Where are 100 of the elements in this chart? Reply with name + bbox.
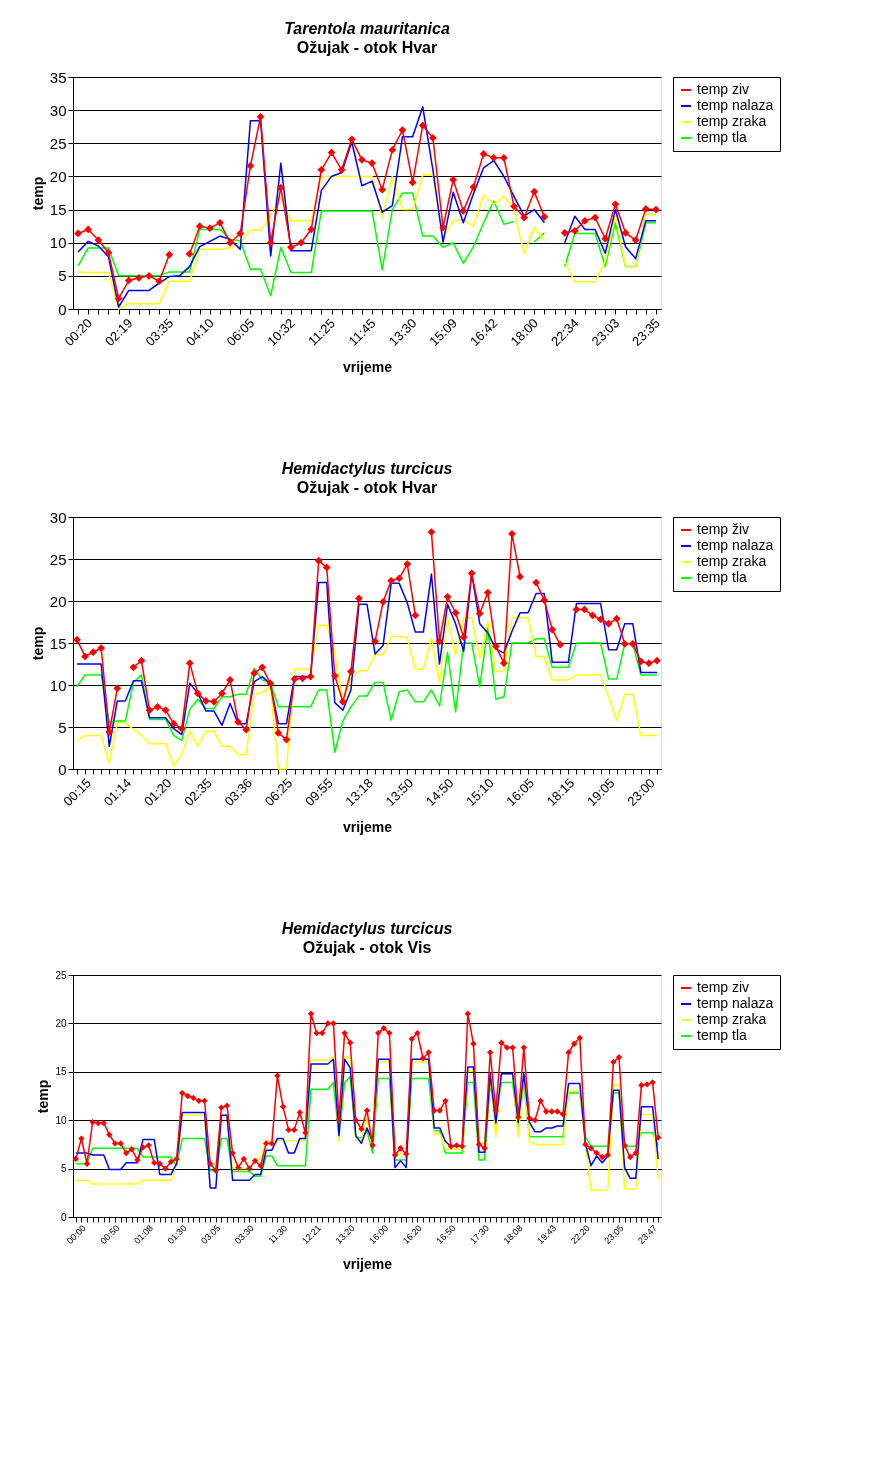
legend-label: temp tla <box>697 1027 748 1043</box>
chart-title: Hemidactylus turcicus <box>281 460 453 477</box>
y-tick-label: 25 <box>49 550 67 568</box>
point <box>398 126 407 134</box>
y-tick-label: 25 <box>49 134 67 152</box>
point <box>560 228 569 237</box>
point <box>601 234 610 243</box>
y-tick-label: 35 <box>49 68 67 86</box>
point <box>297 238 305 247</box>
y-tick-label: 30 <box>49 101 67 119</box>
x-axis-title: vrijeme <box>342 358 393 375</box>
point <box>388 146 397 154</box>
point <box>145 271 153 280</box>
point <box>641 205 650 213</box>
point <box>439 223 447 232</box>
legend-label: temp nalaza <box>697 537 774 553</box>
line-series <box>76 627 658 753</box>
point <box>276 183 285 192</box>
x-axis-title: vrijeme <box>342 1256 393 1272</box>
point <box>216 218 224 227</box>
chart-subtitle: Ožujak - otok Hvar <box>296 479 438 496</box>
point <box>621 228 630 237</box>
y-tick-label: 10 <box>49 676 67 694</box>
point <box>114 294 123 303</box>
point <box>479 150 488 158</box>
point <box>459 207 468 215</box>
point <box>510 202 518 211</box>
point <box>124 276 133 285</box>
y-tick-label: 10 <box>55 1114 67 1126</box>
point <box>347 135 356 144</box>
y-tick-label: 30 <box>49 508 67 526</box>
legend-label: temp zraka <box>697 113 767 129</box>
y-tick-label: 5 <box>58 267 67 285</box>
point <box>266 238 275 247</box>
point <box>195 222 204 231</box>
point <box>449 175 458 184</box>
point <box>469 183 478 191</box>
legend-label: temp zraka <box>697 553 767 569</box>
legend-label: temp tla <box>697 129 748 145</box>
chart-title: Hemidactylus turcicus <box>281 920 453 937</box>
point <box>337 165 346 174</box>
y-tick-label: 0 <box>58 300 67 318</box>
point <box>611 200 620 209</box>
point <box>418 121 427 130</box>
point <box>307 225 316 234</box>
point <box>94 236 103 244</box>
y-tick-label: 5 <box>60 1163 67 1175</box>
chart-title: Tarentola mauritanica <box>284 20 450 37</box>
y-tick-label: 20 <box>49 592 67 610</box>
y-tick-label: 15 <box>49 634 67 652</box>
legend-label: temp ziv <box>697 979 750 995</box>
point <box>236 229 245 238</box>
y-tick-label: 10 <box>49 234 67 252</box>
legend-label: temp zraka <box>697 1011 767 1027</box>
point <box>591 213 599 222</box>
legend-label: temp nalaza <box>697 995 774 1011</box>
point <box>226 238 235 247</box>
x-axis-title: vrijeme <box>342 818 393 835</box>
point <box>246 161 255 170</box>
legend-label: temp ziv <box>697 81 750 97</box>
y-tick-label: 0 <box>60 1211 67 1223</box>
point <box>499 154 508 162</box>
point <box>489 154 498 162</box>
point <box>185 250 194 258</box>
y-tick-label: 25 <box>55 969 67 981</box>
y-axis-title: temp <box>29 626 46 661</box>
point <box>530 187 539 196</box>
point <box>429 134 437 142</box>
y-tick-label: 0 <box>58 760 67 778</box>
point <box>317 165 326 174</box>
y-tick-label: 20 <box>49 167 67 185</box>
point <box>135 273 143 282</box>
y-axis-title: temp <box>35 1079 52 1114</box>
point <box>408 178 417 187</box>
y-tick-label: 20 <box>55 1017 67 1029</box>
point <box>581 216 589 225</box>
y-tick-label: 5 <box>58 718 67 736</box>
y-tick-label: 15 <box>55 1066 67 1078</box>
point <box>540 212 549 221</box>
point <box>631 236 640 244</box>
point <box>165 250 174 259</box>
point <box>155 277 164 286</box>
point <box>84 225 93 234</box>
y-axis-title: temp <box>29 176 46 211</box>
chart-subtitle: Ožujak - otok Vis <box>302 939 432 956</box>
point <box>205 224 214 232</box>
point <box>570 226 579 235</box>
point <box>256 112 265 121</box>
point <box>378 185 387 194</box>
legend-label: temp živ <box>697 521 750 537</box>
point <box>104 248 113 257</box>
y-tick-label: 15 <box>49 201 67 219</box>
point <box>287 243 295 252</box>
point <box>652 205 660 214</box>
legend-label: temp tla <box>697 569 748 585</box>
point <box>74 229 82 238</box>
legend-label: temp nalaza <box>697 97 774 113</box>
point <box>368 159 376 168</box>
point <box>358 155 366 164</box>
point <box>520 213 529 222</box>
